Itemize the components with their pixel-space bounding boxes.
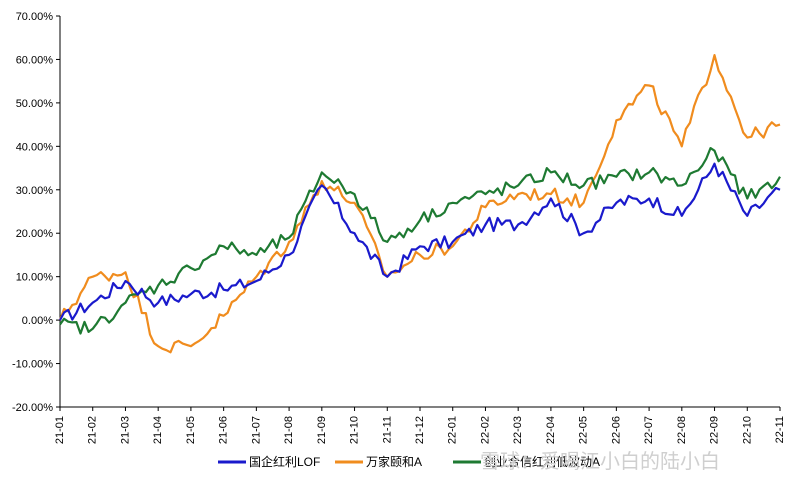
y-tick-label: 40.00% — [16, 141, 54, 153]
y-tick-label: 0.00% — [22, 315, 53, 327]
x-tick-label: 21-12 — [414, 416, 426, 444]
x-tick-label: 21-08 — [283, 416, 295, 444]
x-tick-label: 21-05 — [185, 416, 197, 444]
axes — [59, 16, 780, 408]
x-tick-label: 22-11 — [774, 416, 786, 443]
x-tick-label: 22-05 — [578, 416, 590, 444]
x-tick-label: 22-10 — [741, 416, 753, 444]
x-tick-label: 22-07 — [643, 416, 655, 444]
x-tick-label: 22-03 — [512, 416, 524, 444]
x-tick-label: 21-03 — [119, 416, 131, 444]
x-tick-label: 21-10 — [349, 416, 361, 444]
x-tick-labels: 21-01 21-02 21-03 21-04 21-05 21-06 21-07 21-08… — [54, 407, 786, 444]
x-tick-label: 22-01 — [447, 416, 459, 444]
series-line-2 — [59, 147, 781, 335]
y-tick-label: 60.00% — [16, 54, 54, 66]
x-tick-label: 22-08 — [676, 416, 688, 444]
series-line-0 — [59, 162, 781, 321]
y-tick-label: 70.00% — [16, 11, 54, 23]
x-tick-label: 22-06 — [610, 416, 622, 444]
y-tick-label: -20.00% — [12, 402, 53, 414]
series-lines — [58, 54, 781, 354]
y-tick-label: 30.00% — [16, 185, 54, 197]
x-tick-label: 22-04 — [545, 416, 557, 444]
legend-label: 万家颐和A — [366, 454, 422, 469]
y-tick-label: 20.00% — [16, 228, 54, 240]
legend: 国企红利LOF 万家颐和A 创业合信红利低波动A — [218, 454, 600, 469]
watermark: 雪球：爱喝江小白的陆小白 — [480, 449, 720, 473]
x-tick-label: 21-07 — [250, 416, 262, 444]
x-tick-label: 21-01 — [54, 416, 66, 444]
x-tick-label: 22-09 — [709, 416, 721, 444]
x-tick-label: 21-09 — [316, 416, 328, 444]
x-tick-label: 22-02 — [479, 416, 491, 444]
x-tick-label: 21-11 — [381, 416, 393, 443]
x-tick-label: 21-04 — [152, 416, 164, 444]
legend-label: 国企红利LOF — [249, 454, 320, 469]
y-tick-label: -10.00% — [12, 359, 53, 371]
y-tick-label: 50.00% — [16, 98, 54, 110]
x-tick-label: 21-06 — [218, 416, 230, 444]
y-tick-labels: -20.00% -10.00% 0.00% 10.00% 20.00% 30.00% 40.… — [12, 11, 60, 414]
legend-label: 创业合信红利低波动A — [484, 454, 600, 469]
y-tick-label: 10.00% — [16, 272, 54, 284]
x-tick-label: 21-02 — [87, 416, 99, 444]
series-line-1 — [58, 54, 781, 354]
